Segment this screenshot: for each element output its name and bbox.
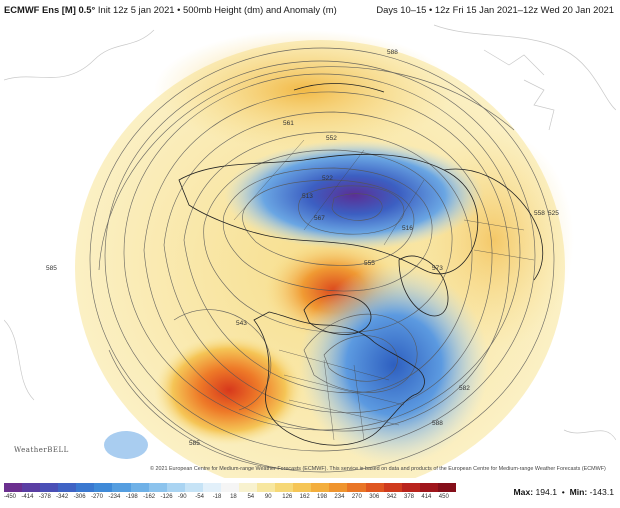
colorbar-tick-label: 378	[403, 494, 414, 500]
colorbar-tick-label: 126	[282, 494, 293, 500]
colorbar	[4, 483, 456, 492]
max-value: 194.1	[535, 487, 557, 497]
colorbar-swatch	[239, 483, 258, 492]
contour-label: 585	[189, 440, 200, 447]
model-name: ECMWF Ens [M] 0.5°	[4, 4, 96, 15]
hudson-region-outline	[303, 294, 372, 335]
anomaly-negative-siberia	[224, 140, 484, 250]
colorbar-tick-label: -414	[21, 494, 34, 500]
colorbar-tick-label: 234	[334, 494, 345, 500]
colorbar-swatch	[383, 483, 402, 492]
contour-label: 588	[387, 49, 398, 56]
watermark-logo: WeatherBELL	[14, 446, 69, 454]
colorbar-swatch	[76, 483, 95, 492]
colorbar-tick-label: -54	[195, 494, 204, 500]
outer-coastlines	[4, 24, 616, 441]
colorbar-swatch	[130, 483, 149, 492]
north-coast-outline	[293, 83, 385, 93]
colorbar-swatch	[419, 483, 438, 492]
contour-label: 522	[322, 175, 333, 182]
colorbar-tick-label: 54	[247, 494, 255, 500]
height-contours	[89, 47, 555, 473]
contour-label: 567	[314, 215, 325, 222]
polar-map: 588 561 552 522 513 567 585 543 555 573 …	[4, 20, 616, 478]
colorbar-tick-label: 414	[421, 494, 432, 500]
colorbar-swatch	[293, 483, 312, 492]
colorbar-tick-label: 198	[317, 494, 328, 500]
contour-label: 525	[548, 210, 559, 217]
colorbar-swatch	[94, 483, 113, 492]
colorbar-tick-label: -18	[212, 494, 222, 500]
colorbar-tick-label: 450	[438, 494, 449, 500]
colorbar-swatch	[365, 483, 384, 492]
colorbar-tick-label: 306	[369, 494, 380, 500]
colorbar-swatch	[437, 483, 456, 492]
colorbar-swatch	[22, 483, 41, 492]
contour-label: 552	[326, 135, 337, 142]
anomaly-negative-north-america	[299, 265, 489, 465]
colorbar-swatch	[311, 483, 330, 492]
colorbar-tick-label: 162	[299, 494, 310, 500]
header-left: ECMWF Ens [M] 0.5° Init 12z 5 jan 2021 •…	[4, 4, 337, 15]
colorbar-tick-label: -306	[73, 494, 86, 500]
contour-label: 588	[432, 420, 443, 427]
colorbar-tick-label: 90	[264, 494, 272, 500]
max-label: Max:	[513, 487, 534, 497]
contour-label: 555	[364, 260, 375, 267]
max-min-stats: Max: 194.1 • Min: -143.1	[513, 487, 615, 497]
colorbar-swatch	[58, 483, 77, 492]
colorbar-tick-label: -378	[38, 494, 51, 500]
colorbar-tick-label: -234	[108, 494, 121, 500]
colorbar-ticks: -450 -414 -378 -342 -306 -270 -234 -198 -162 -126…	[4, 494, 456, 500]
anomaly-negative-small	[104, 431, 148, 459]
contour-label: 561	[283, 120, 294, 127]
political-borders	[233, 139, 535, 441]
contour-label: 513	[302, 193, 313, 200]
colorbar-tick-label: -342	[56, 494, 69, 500]
run-description: Init 12z 5 jan 2021 • 500mb Height (dm) …	[97, 4, 337, 15]
contour-label: 516	[402, 225, 413, 232]
anomaly-positive-north	[154, 30, 454, 150]
min-value: -143.1	[589, 487, 614, 497]
colorbar-swatch	[401, 483, 420, 492]
anomaly-positive-pacific	[154, 335, 304, 445]
colorbar-swatch	[40, 483, 59, 492]
colorbar-swatch	[148, 483, 167, 492]
colorbar-swatch	[220, 483, 240, 492]
colorbar-tick-label: -162	[143, 494, 156, 500]
copyright-notice: © 2021 European Centre for Medium-range …	[150, 466, 606, 472]
europe-outline	[443, 168, 544, 281]
north-america-outline	[253, 311, 425, 446]
coastlines	[178, 83, 544, 446]
colorbar-tick-label: 18	[230, 494, 237, 500]
valid-period: Days 10–15 • 12z Fri 15 Jan 2021–12z Wed…	[376, 4, 614, 15]
contour-label: 543	[236, 320, 247, 327]
contour-label: 558	[534, 210, 545, 217]
colorbar-swatch	[166, 483, 185, 492]
colorbar-swatch	[184, 483, 203, 492]
colorbar-swatch	[275, 483, 294, 492]
colorbar-tick-label: -90	[177, 494, 187, 500]
colorbar-swatch	[4, 483, 23, 492]
min-label: Min:	[569, 487, 588, 497]
colorbar-tick-label: -450	[4, 494, 17, 500]
colorbar-tick-label: 342	[386, 494, 397, 500]
colorbar-tick-label: 270	[351, 494, 362, 500]
eurasia-outline	[178, 153, 478, 275]
colorbar-swatch	[257, 483, 276, 492]
map-header: ECMWF Ens [M] 0.5° Init 12z 5 jan 2021 •…	[0, 0, 620, 20]
contour-label: 573	[432, 265, 443, 272]
colorbar-tick-label: -126	[160, 494, 173, 500]
colorbar-swatch	[202, 483, 221, 492]
greenland-outline	[398, 255, 449, 317]
contour-label: 585	[46, 265, 57, 272]
colorbar-swatch	[329, 483, 348, 492]
colorbar-tick-label: -198	[125, 494, 138, 500]
contour-labels: 588 561 552 522 513 567 585 543 555 573 …	[46, 49, 559, 447]
colorbar-tick-label: -270	[90, 494, 103, 500]
colorbar-swatch	[347, 483, 366, 492]
colorbar-swatch	[112, 483, 131, 492]
contour-label: 582	[459, 385, 470, 392]
